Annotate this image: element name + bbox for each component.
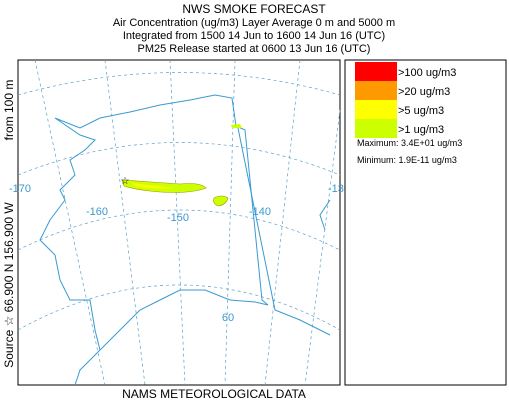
smoke-plume [231,124,242,128]
coastline [39,94,269,386]
map-label: -140 [249,206,271,218]
smoke-plume [121,179,207,193]
border [237,127,331,336]
source-marker: ☆ [121,176,130,187]
map-label: -150 [167,212,189,224]
subtitle: PM25 Release started at 0600 13 Jun 16 (… [138,43,371,55]
footer: NAMS METEOROLOGICAL DATA [122,387,306,401]
legend-label: >100 ug/m3 [398,67,456,79]
coastline [319,199,331,231]
legend-min: Minimum: 1.9E-11 ug/m3 [357,155,457,165]
legend-swatch [355,119,397,138]
title: NWS SMOKE FORECAST [182,2,326,16]
height-label: from 100 m [2,80,16,141]
map: ☆ -170 -160 -150 -140 -130 60 [9,59,350,386]
legend-swatch [355,62,397,81]
source-label: Source ☆ 66.900 N 156.900 W [2,202,16,368]
subtitle: Integrated from 1500 14 Jun to 1600 14 J… [123,30,385,42]
subtitle: Air Concentration (ug/m3) Layer Average … [113,17,395,29]
legend: Maximum: 3.4E+01 ug/m3 Minimum: 1.9E-11 … [344,59,507,386]
map-label: -170 [9,183,31,195]
legend-max: Maximum: 3.4E+01 ug/m3 [357,138,462,148]
graticule [17,72,341,331]
legend-swatch [355,100,397,119]
legend-label: >5 ug/m3 [398,105,444,117]
smoke-plume [132,183,175,189]
legend-label: >20 ug/m3 [398,86,450,98]
map-frame [17,59,341,386]
graticule [34,59,341,386]
smoke-plume [213,195,229,207]
map-label: 60 [222,312,234,324]
legend-label: >1 ug/m3 [398,124,444,136]
legend-swatch [355,81,397,100]
map-label: -160 [86,206,108,218]
